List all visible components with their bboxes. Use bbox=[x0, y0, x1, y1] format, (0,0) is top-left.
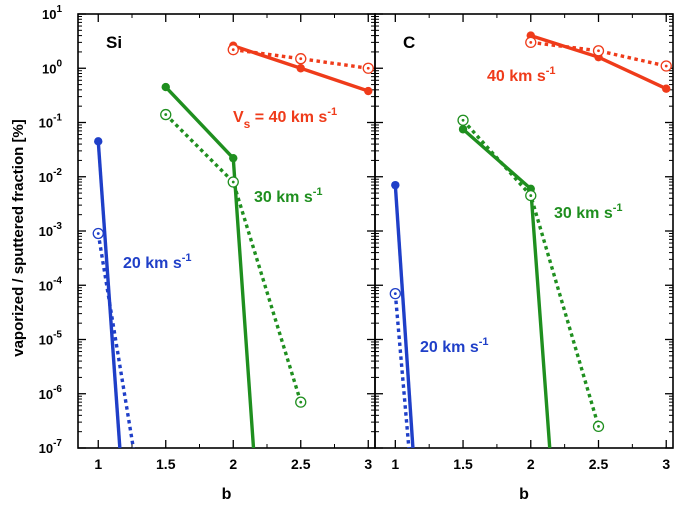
data-point-center bbox=[164, 113, 168, 116]
data-point bbox=[296, 64, 305, 73]
y-tick-label: 10-3 bbox=[39, 221, 63, 239]
panel-label: Si bbox=[106, 33, 122, 52]
x-axis-label: b bbox=[519, 486, 529, 503]
y-axis-label: vaporized / sputtered fraction [%] bbox=[10, 119, 27, 357]
data-point bbox=[662, 84, 671, 93]
y-tick-label: 10-5 bbox=[39, 330, 63, 348]
y-tick-label: 10-4 bbox=[39, 275, 63, 293]
panel-label: C bbox=[403, 33, 415, 52]
series-annotation: 40 km s-1 bbox=[487, 65, 556, 85]
data-point-center bbox=[529, 40, 533, 44]
data-point-center bbox=[366, 66, 370, 70]
y-tick-label: 101 bbox=[42, 4, 62, 22]
y-tick-label: 10-1 bbox=[39, 113, 63, 131]
data-point-center bbox=[597, 49, 600, 53]
data-point-center bbox=[299, 57, 303, 61]
panel-si: 10-7 10-6 10-5 10-4 10-3 10-2 10-1 100 101 1 1.5 2 2… bbox=[39, 4, 376, 503]
x-tick-label: 1 bbox=[391, 456, 399, 472]
panel-c: 1 1.5 2 2.5 3 b C 20 km s-1 30 km s-1 40 km s-1 bbox=[374, 13, 674, 503]
x-tick-label: 1 bbox=[94, 456, 102, 472]
series-line bbox=[393, 185, 415, 448]
data-point bbox=[458, 125, 468, 134]
series-group bbox=[389, 31, 672, 448]
x-tick-label: 1.5 bbox=[156, 456, 176, 472]
series-line bbox=[461, 128, 552, 448]
series-group bbox=[92, 41, 374, 448]
data-point-center bbox=[529, 194, 533, 197]
data-point-center bbox=[231, 48, 235, 52]
series-line bbox=[530, 40, 667, 68]
data-point bbox=[161, 82, 170, 92]
y-tick-label: 100 bbox=[42, 58, 62, 76]
y-tick-label: 10-2 bbox=[39, 167, 63, 185]
y-tick-label: 10-6 bbox=[39, 384, 63, 402]
series-line bbox=[96, 233, 136, 448]
x-tick-label: 2 bbox=[527, 456, 535, 472]
data-point bbox=[391, 180, 400, 190]
series-line bbox=[461, 119, 601, 427]
data-point-center bbox=[393, 292, 397, 296]
data-point bbox=[364, 86, 373, 96]
data-point bbox=[229, 153, 238, 163]
series-annotation: 30 km s-1 bbox=[554, 202, 623, 222]
series-line bbox=[96, 141, 122, 448]
x-tick-label: 3 bbox=[364, 456, 372, 472]
data-point bbox=[94, 137, 103, 146]
x-tick-label: 2.5 bbox=[589, 456, 609, 472]
series-annotation: 30 km s-1 bbox=[254, 186, 323, 206]
data-point-center bbox=[664, 64, 668, 68]
series-line bbox=[393, 293, 411, 448]
panels-layer: 10-7 10-6 10-5 10-4 10-3 10-2 10-1 100 101 1 1.5 2 2… bbox=[39, 4, 674, 503]
series-line bbox=[233, 47, 369, 70]
data-point-center bbox=[299, 400, 303, 404]
data-point-center bbox=[461, 118, 465, 122]
data-point-center bbox=[96, 232, 100, 235]
x-tick-label: 1.5 bbox=[453, 456, 473, 472]
x-tick-label: 2 bbox=[229, 456, 237, 472]
series-annotation: 20 km s-1 bbox=[420, 336, 489, 356]
y-tick-label: 10-7 bbox=[39, 438, 63, 456]
data-point-center bbox=[231, 180, 235, 184]
series-line bbox=[530, 33, 667, 91]
data-point-center bbox=[597, 425, 600, 428]
x-axis-label: b bbox=[222, 486, 232, 503]
series-annotation: 20 km s-1 bbox=[123, 252, 192, 272]
series-annotation: Vs = 40 km s-1 bbox=[233, 106, 337, 131]
x-tick-label: 3 bbox=[662, 456, 670, 472]
x-tick-label: 2.5 bbox=[291, 456, 311, 472]
